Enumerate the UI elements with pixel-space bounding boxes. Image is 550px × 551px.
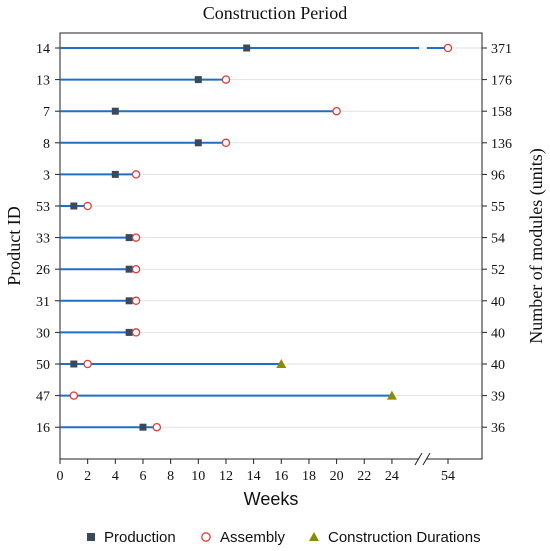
- legend-label: Construction Durations: [328, 528, 481, 546]
- x-tick-label: 24: [385, 469, 399, 484]
- modules-label: 52: [491, 263, 505, 278]
- x-tick-label: 16: [274, 469, 288, 484]
- circle-marker-icon: [201, 532, 211, 542]
- plot-frame: [59, 32, 483, 460]
- production-point: [70, 360, 78, 368]
- modules-label: 54: [491, 232, 505, 247]
- x-tick-label: 10: [191, 469, 205, 484]
- modules-label: 40: [491, 358, 505, 373]
- x-tick-labels: 0 2 4 6 8 10 12 14 16 18 20 22 24 54: [57, 459, 455, 484]
- assembly-point: [131, 170, 141, 179]
- production-point: [70, 202, 78, 210]
- modules-label: 40: [491, 295, 505, 310]
- x-tick-label: 20: [330, 469, 344, 484]
- assembly-point: [221, 75, 231, 84]
- modules-label: 371: [491, 42, 512, 57]
- axis-break-gap: [419, 453, 427, 465]
- product-id-label: 3: [43, 168, 50, 183]
- product-id-label: 53: [36, 200, 50, 215]
- product-id-label: 50: [36, 358, 50, 373]
- legend-label: Production: [104, 528, 176, 546]
- production-point: [125, 297, 133, 305]
- product-id-label: 30: [36, 326, 50, 341]
- product-id-label: 14: [36, 42, 50, 57]
- chart-title: Construction Period: [203, 3, 348, 23]
- product-id-label: 33: [36, 232, 50, 247]
- x-tick-label: 2: [84, 469, 91, 484]
- legend-production: Production: [86, 526, 176, 548]
- modules-label: 136: [491, 137, 512, 152]
- production-point: [243, 44, 251, 52]
- product-id-label: 7: [43, 105, 50, 120]
- assembly-point: [131, 233, 141, 242]
- axis-break-slash: [414, 452, 423, 466]
- series-group: [60, 43, 453, 432]
- x-tick-label: 54: [441, 469, 455, 484]
- construction-point: [386, 390, 397, 400]
- assembly-point: [69, 391, 79, 400]
- modules-label: 96: [491, 168, 505, 183]
- axis-break-mark: [414, 452, 431, 466]
- modules-label: 176: [491, 74, 512, 89]
- x-tick-label: 6: [139, 469, 146, 484]
- production-point: [194, 76, 202, 84]
- construction-point: [276, 359, 287, 368]
- modules-label: 36: [491, 421, 505, 436]
- assembly-point: [443, 43, 453, 53]
- production-point: [111, 107, 119, 115]
- assembly-point: [131, 296, 141, 306]
- assembly-point: [83, 359, 92, 369]
- product-id-label: 31: [36, 295, 50, 310]
- legend-assembly: Assembly: [200, 526, 285, 548]
- x-tick-label: 14: [247, 469, 261, 484]
- product-id-label: 47: [36, 390, 50, 405]
- square-marker-icon: [87, 533, 95, 541]
- production-point: [139, 423, 147, 431]
- y-axis-label-left: Product ID: [4, 206, 24, 286]
- x-tick-label: 12: [219, 469, 233, 484]
- assembly-point: [131, 328, 141, 337]
- production-point: [194, 139, 202, 147]
- x-tick-label: 22: [357, 469, 371, 484]
- production-point: [125, 328, 133, 336]
- product-id-label: 16: [36, 421, 50, 436]
- product-id-label: 8: [43, 137, 50, 152]
- modules-label: 158: [491, 105, 512, 120]
- right-tick-labels: 371 176 158 136 96 55 54 52 40 40 40 39 36: [482, 42, 512, 436]
- legend-label: Assembly: [220, 528, 286, 546]
- assembly-point: [152, 422, 162, 432]
- x-axis-label: Weeks: [244, 489, 299, 509]
- production-point: [111, 170, 119, 178]
- production-point: [125, 265, 133, 273]
- triangle-marker-icon: [309, 532, 319, 541]
- modules-label: 39: [491, 390, 505, 405]
- dumbbell-chart: Construction Period 14137835333263130504…: [4, 3, 547, 509]
- x-tick-label: 4: [112, 469, 119, 484]
- modules-label: 55: [491, 200, 505, 215]
- x-tick-label: 0: [57, 469, 64, 484]
- assembly-point: [221, 138, 231, 148]
- legend: Production Assembly Construction Duratio…: [0, 526, 550, 548]
- x-tick-label: 18: [302, 469, 316, 484]
- modules-label: 40: [491, 326, 505, 341]
- left-tick-labels: 14 13 7 8 3 53 33 26 31 30 50 47 16: [36, 42, 60, 436]
- production-point: [125, 234, 133, 242]
- axis-break-slash: [422, 452, 431, 466]
- assembly-point: [332, 106, 341, 116]
- x-tick-label: 8: [167, 469, 174, 484]
- assembly-point: [83, 201, 92, 211]
- y-axis-label-right: Number of modules (units): [526, 148, 547, 343]
- product-id-label: 13: [36, 74, 50, 89]
- legend-construction: Construction Durations: [308, 526, 481, 548]
- product-id-label: 26: [36, 263, 50, 278]
- assembly-point: [131, 264, 141, 274]
